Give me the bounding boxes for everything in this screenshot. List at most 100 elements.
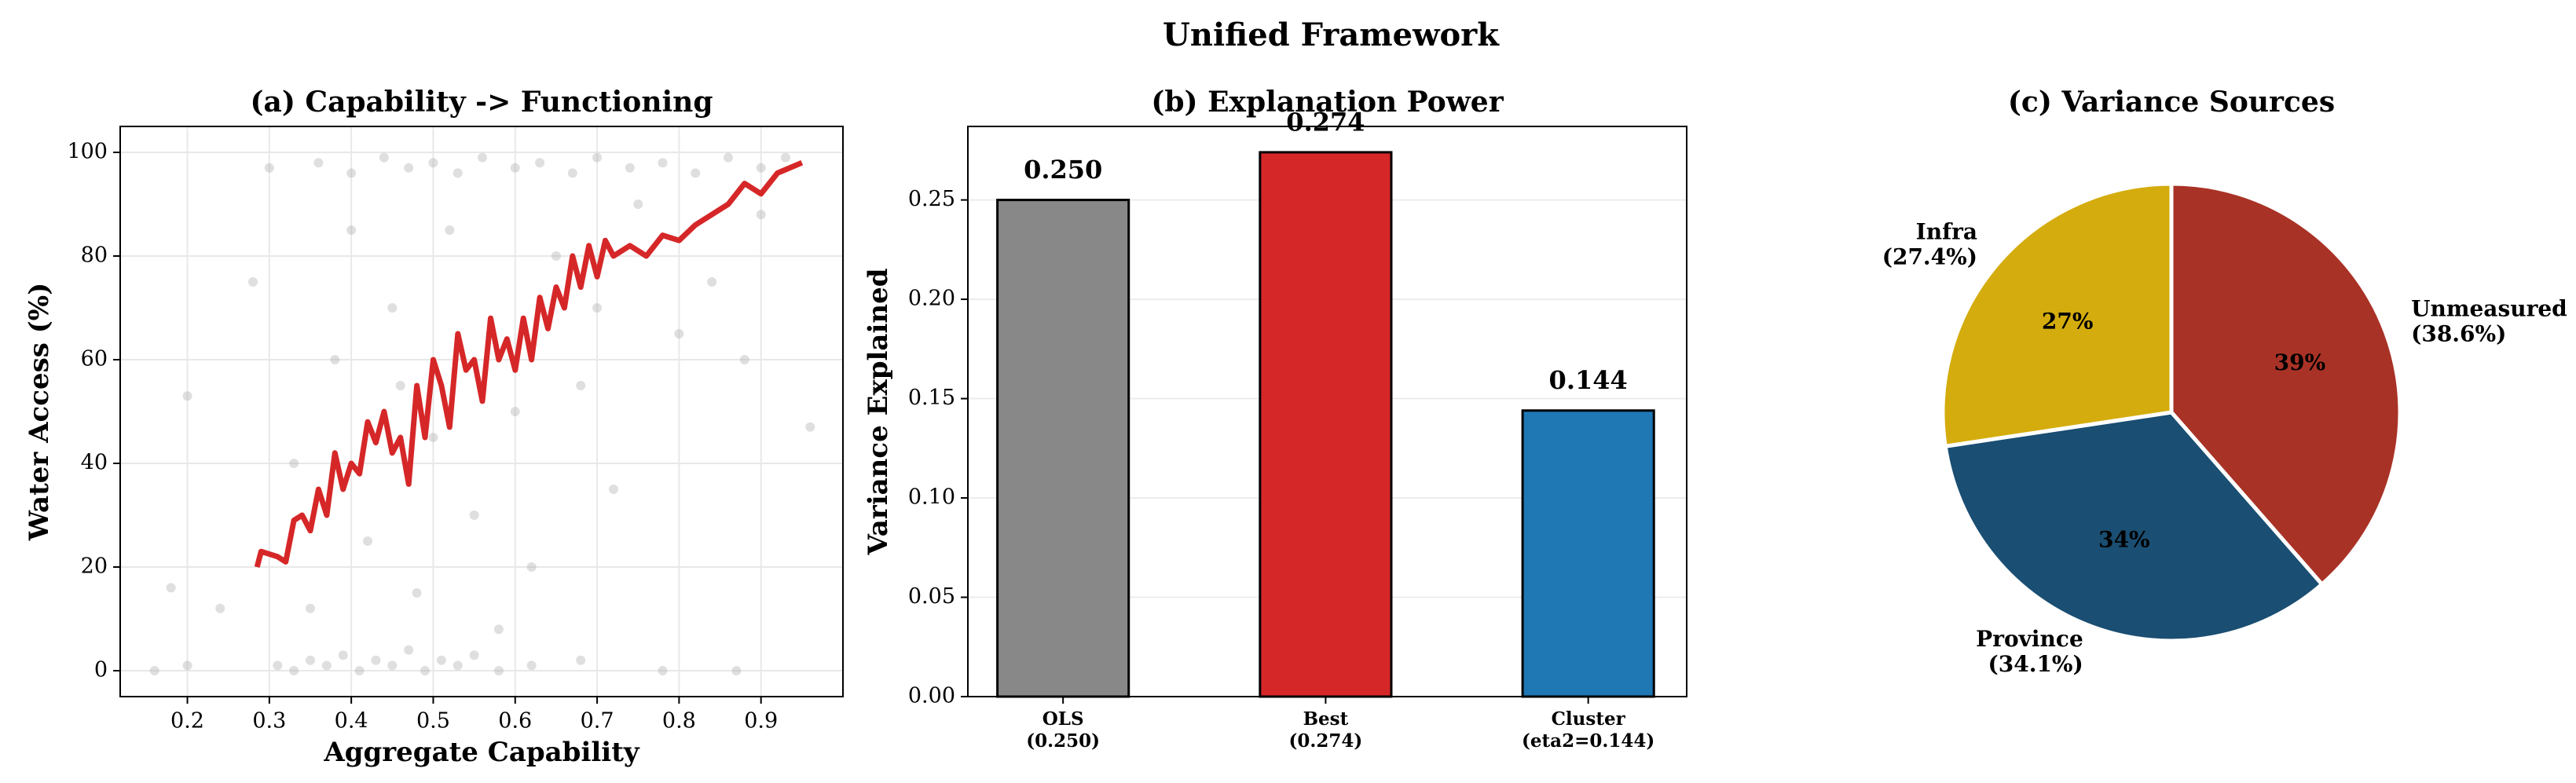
scatter-point (305, 655, 315, 665)
x-tick-label-line: Best (1303, 708, 1349, 730)
scatter-point (149, 666, 159, 675)
bar-value-label: 0.250 (1024, 155, 1102, 185)
scatter-point (723, 152, 733, 163)
scatter-point (658, 666, 668, 675)
scatter-point (633, 199, 643, 209)
pie-label-line: Province (1976, 625, 2083, 651)
pie-pct-label: 27% (2042, 309, 2094, 335)
scatter-point (387, 660, 398, 671)
scatter-point (412, 588, 422, 598)
x-tick-label-line: (0.250) (1026, 730, 1100, 752)
scatter-point (182, 660, 192, 671)
y-tick-label: 0.00 (908, 684, 955, 708)
y-tick-label: 0.10 (908, 485, 955, 510)
y-tick-label: 0.15 (908, 386, 955, 410)
y-axis-label: Variance Explained (863, 269, 894, 556)
scatter-point (428, 158, 438, 168)
pie-label-line: Infra (1916, 218, 1977, 244)
scatter-point (805, 422, 815, 432)
scatter-point (330, 355, 340, 364)
scatter-point (658, 158, 668, 168)
scatter-point (731, 666, 742, 675)
scatter-point (478, 152, 488, 163)
x-tick-label: 0.4 (335, 709, 368, 734)
scatter-point (363, 536, 373, 546)
scatter-point (215, 603, 225, 613)
scatter-point (592, 303, 603, 313)
plot-frame (967, 126, 1687, 697)
x-tick-label: 0.3 (252, 709, 286, 734)
scatter-point (707, 277, 717, 287)
figure-title: Unified Framework (1163, 16, 1500, 53)
scatter-point (592, 152, 603, 163)
y-tick-label: 100 (67, 140, 108, 164)
scatter-point (436, 655, 446, 665)
x-tick-label: Cluster (eta2=0.144) (1522, 708, 1654, 752)
scatter-point (576, 655, 586, 665)
scatter-point (691, 168, 701, 178)
scatter-point (338, 650, 348, 660)
scatter-point (510, 163, 520, 173)
pie-slice (2169, 181, 2402, 587)
pie-label: Infra (27.4%) (1882, 218, 1977, 269)
x-tick-label: 0.6 (498, 709, 532, 734)
scatter-point (166, 583, 176, 593)
scatter-point (551, 251, 561, 261)
scatter-point (739, 355, 749, 364)
scatter-point (371, 655, 381, 665)
x-tick-label: OLS (0.250) (1026, 708, 1100, 752)
scatter-point (756, 210, 766, 220)
pie-slice (1940, 181, 2174, 449)
scatter-point (780, 152, 790, 163)
y-axis-label: Water Access (%) (24, 283, 55, 541)
scatter-point (289, 666, 299, 675)
pie-label: Unmeasured (38.6%) (2411, 295, 2567, 346)
y-tick-label: 20 (81, 554, 108, 579)
scatter-point (404, 645, 414, 655)
x-tick-label: Best (0.274) (1289, 708, 1363, 752)
bar (996, 199, 1130, 698)
scatter-point (387, 303, 398, 313)
x-tick-label-line: OLS (1042, 708, 1084, 730)
scatter-point (182, 391, 192, 401)
scatter-point (313, 158, 324, 168)
scatter-point (625, 163, 635, 173)
scatter-point (469, 650, 479, 660)
scatter-point (428, 433, 438, 442)
x-tick-label: 0.8 (662, 709, 696, 734)
scatter-point (379, 152, 389, 163)
chart-title: (a) Capability -> Functioning (250, 86, 713, 119)
scatter-point (346, 225, 357, 235)
pie-label-line: (38.6%) (2411, 320, 2506, 346)
y-tick-label: 40 (81, 451, 108, 475)
scatter-point (404, 163, 414, 173)
scatter-point (305, 603, 315, 613)
y-tick-label: 0.20 (908, 287, 955, 311)
scatter-point (445, 225, 455, 235)
x-axis-label: Aggregate Capability (323, 737, 640, 768)
trend-line (254, 159, 804, 568)
x-tick-label-line: (eta2=0.144) (1522, 730, 1654, 752)
x-tick-label-line: Cluster (1552, 708, 1626, 730)
y-tick-label: 0 (94, 658, 108, 682)
scatter-point (289, 459, 299, 468)
pie-pct-label: 39% (2274, 349, 2326, 375)
bar (1521, 409, 1655, 698)
scatter-point (273, 660, 283, 671)
y-tick-label: 0.05 (908, 584, 955, 609)
scatter-point (756, 163, 766, 173)
scatter-point (576, 381, 586, 390)
chart-title: (c) Variance Sources (2008, 86, 2335, 119)
scatter-point (453, 660, 463, 671)
scatter-point (608, 485, 618, 494)
scatter-point (493, 666, 504, 675)
scatter-point (567, 168, 577, 178)
scatter-point (321, 660, 332, 671)
scatter-point (346, 168, 357, 178)
pie-label-line: (34.1%) (1988, 650, 2083, 676)
scatter-point (247, 277, 258, 287)
bar (1259, 151, 1393, 698)
x-tick-label: 0.9 (744, 709, 778, 734)
